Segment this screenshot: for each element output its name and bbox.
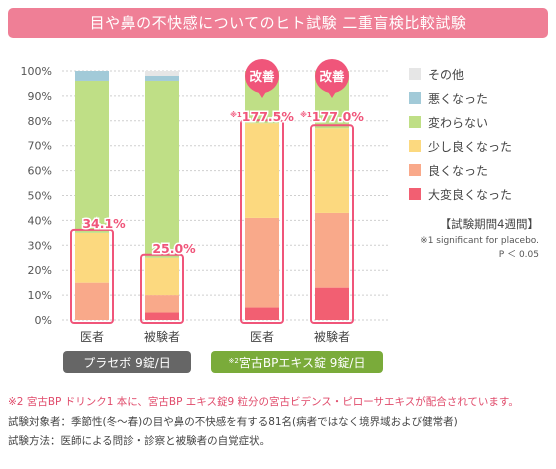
stacked-bar-chart: 0% 10% 20% 30% 40% 50% 60% 70% 80% 90% 100% 34.1% 医者… [21, 59, 539, 373]
bar-segment [145, 75, 179, 81]
y-tick-label: 60% [28, 165, 52, 178]
badge-label: 改善 [319, 69, 345, 84]
group-label: プラセボ 9錠/日 [83, 355, 171, 370]
bar-segment [145, 80, 179, 258]
bar-segment [145, 71, 179, 76]
improvement-total-label: 34.1% [82, 216, 126, 231]
footnote-method: 試験方法：医師による問診・診察と被験者の自覚症状。 [8, 435, 271, 447]
significance-note: ※1 significant for placebo. [420, 236, 539, 246]
x-tick-label: 医者 [80, 330, 104, 344]
badge-label: 改善 [249, 69, 275, 84]
legend-label: その他 [428, 68, 464, 82]
bar-segment [245, 217, 279, 308]
legend-swatch [409, 116, 421, 128]
footnote-subjects: 試験対象者：季節性(冬〜春)の目や鼻の不快感を有する81名(病者ではなく境界域お… [8, 416, 458, 428]
bar-segment [75, 71, 109, 81]
legend-label: 良くなった [428, 163, 488, 178]
y-tick-label: 10% [28, 289, 52, 302]
legend-label: 大変良くなった [428, 187, 512, 202]
x-tick-label: 被験者 [314, 329, 350, 344]
bar-segment [75, 80, 109, 233]
bar-segment [75, 282, 109, 320]
legend-swatch [409, 164, 421, 176]
y-tick-label: 70% [28, 140, 52, 153]
badge-pointer [327, 90, 337, 98]
bar-segment [245, 307, 279, 320]
legend-swatch [409, 92, 421, 104]
legend-swatch [409, 140, 421, 152]
x-tick-label: 被験者 [144, 329, 180, 344]
improvement-frame [70, 228, 114, 325]
legend-label: 変わらない [428, 115, 488, 130]
bar-segment [315, 128, 349, 213]
bar-segment [75, 232, 109, 283]
y-tick-label: 50% [28, 190, 52, 203]
legend-label: 少し良くなった [428, 139, 512, 154]
bar-segment [145, 312, 179, 320]
improvement-frame [310, 124, 354, 324]
improvement-frame [240, 119, 284, 325]
y-tick-label: 100% [21, 65, 52, 78]
y-tick-label: 20% [28, 264, 52, 277]
footnote-composition: ※2 宮古BP ドリンク1 本に、宮古BP エキス錠9 粒分の宮古ビデンス・ピロ… [8, 396, 519, 408]
legend-swatch [409, 68, 421, 80]
bar-segment [245, 123, 279, 218]
y-tick-label: 80% [28, 115, 52, 128]
bar-segment [315, 287, 349, 320]
improvement-total-label: ※1177.5% [230, 109, 294, 124]
improvement-frame [140, 253, 184, 324]
bar-segment [145, 295, 179, 313]
group-label-box [211, 351, 383, 373]
improvement-badge [245, 59, 279, 93]
y-tick-label: 30% [28, 239, 52, 252]
y-tick-label: 0% [35, 314, 52, 327]
period-label: 【試験期間4週間】 [440, 217, 539, 231]
bar-segment [145, 257, 179, 296]
group-label-box [63, 351, 191, 373]
chart-title: 目や鼻の不快感についてのヒト試験 二重盲検比較試験 [8, 8, 548, 38]
improvement-badge [315, 59, 349, 93]
y-tick-label: 90% [28, 90, 52, 103]
legend-swatch [409, 188, 421, 200]
improvement-total-label: ※1177.0% [300, 109, 364, 124]
y-tick-label: 40% [28, 214, 52, 227]
bar-segment [315, 212, 349, 288]
legend-label: 悪くなった [428, 92, 488, 106]
p-value-note: P ＜ 0.05 [499, 250, 539, 260]
badge-pointer [257, 90, 267, 98]
x-tick-label: 医者 [250, 330, 274, 344]
improvement-total-label: 25.0% [152, 241, 196, 256]
group-label: ※2宮古BPエキス錠 9錠/日 [229, 355, 366, 370]
